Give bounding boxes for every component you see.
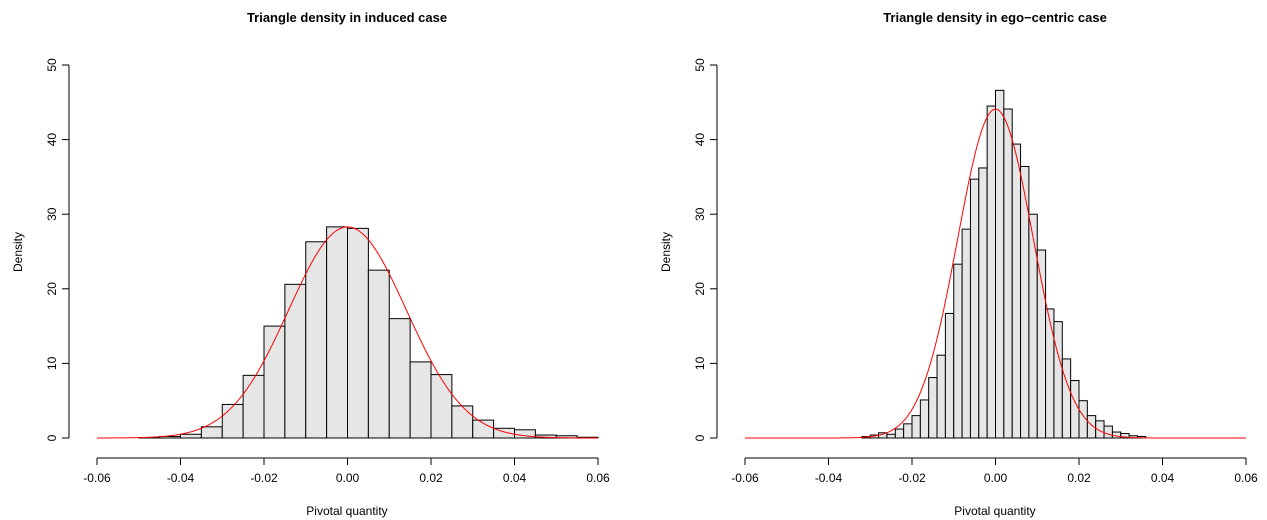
histogram-bar (221, 403, 244, 439)
histogram-bar (367, 269, 390, 439)
histogram-bar (430, 374, 453, 439)
histogram-bar (1011, 143, 1022, 439)
induced-bars (138, 226, 599, 439)
x-tick-label: -0.02 (898, 471, 926, 485)
histogram-bar (995, 89, 1005, 439)
histogram-bar (928, 377, 938, 439)
ego-centric-x-axis-label: Pivotal quantity (954, 504, 1035, 518)
induced-normal-curve (96, 226, 599, 439)
x-tick-label: -0.04 (167, 471, 195, 485)
ego-centric-panel: Triangle density in ego−centric case Piv… (659, 10, 1258, 518)
induced-title: Triangle density in induced case (247, 10, 447, 25)
y-tick-label: 40 (45, 133, 59, 147)
y-tick-label: 30 (45, 207, 59, 221)
x-tick-label: 0.02 (1067, 471, 1091, 485)
histogram-bar (894, 428, 905, 439)
ego-centric-bars (861, 89, 1147, 439)
y-tick-label: 0 (693, 434, 707, 441)
ego-centric-normal-curve (745, 108, 1246, 439)
ego-centric-title: Triangle density in ego−centric case (883, 10, 1107, 25)
histogram-bar (1036, 249, 1047, 439)
histogram-bar (180, 433, 202, 439)
histogram-bar (326, 226, 349, 439)
y-tick-label: 20 (693, 282, 707, 296)
x-tick-label: 0.06 (1234, 471, 1258, 485)
histogram-bar (969, 178, 980, 439)
histogram-bar (284, 283, 307, 439)
y-tick-label: 20 (45, 282, 59, 296)
induced-x-axis: -0.06 -0.04 -0.02 0.00 0.02 0.04 0.06 (83, 457, 610, 485)
x-tick-label: 0.06 (586, 471, 610, 485)
histogram-bar (1070, 380, 1080, 439)
x-tick-label: 0.02 (419, 471, 443, 485)
histogram-bar (1053, 321, 1063, 439)
histogram-bar (986, 105, 997, 439)
y-tick-label: 0 (45, 434, 59, 441)
histogram-bar (1003, 108, 1013, 439)
x-tick-label: -0.04 (815, 471, 843, 485)
y-tick-label: 10 (45, 356, 59, 370)
ego-centric-y-axis-label: Density (659, 232, 673, 272)
induced-y-axis: 0 10 20 30 40 50 (45, 58, 70, 441)
x-tick-label: 0.04 (503, 471, 527, 485)
histogram-bar (1045, 308, 1055, 439)
histogram-bar (936, 354, 946, 439)
histogram-bar (903, 423, 913, 439)
x-tick-label: 0.04 (1151, 471, 1175, 485)
ego-centric-x-axis: -0.06 -0.04 -0.02 0.00 0.02 0.04 0.06 (731, 457, 1258, 485)
histogram-bar (451, 405, 474, 439)
histogram-bar (911, 415, 921, 439)
histogram-bar (409, 361, 432, 439)
x-tick-label: -0.06 (83, 471, 111, 485)
y-tick-label: 50 (693, 58, 707, 72)
x-tick-label: 0.00 (984, 471, 1008, 485)
histogram-bar (200, 426, 223, 439)
histogram-bar (886, 433, 896, 439)
y-tick-label: 30 (693, 207, 707, 221)
histogram-bar (1028, 213, 1038, 439)
histogram-bar (388, 318, 411, 439)
histogram-bar (347, 227, 369, 439)
x-tick-label: 0.00 (336, 471, 360, 485)
histogram-bar (944, 312, 955, 439)
histogram-bar (263, 325, 286, 439)
histogram-bar (953, 263, 963, 439)
ego-centric-y-axis: 0 10 20 30 40 50 (693, 58, 718, 441)
histogram-bar (1103, 425, 1113, 439)
histogram-bar (961, 228, 971, 439)
histogram-bar (1061, 358, 1072, 439)
x-tick-label: -0.02 (250, 471, 278, 485)
induced-panel: Triangle density in induced case Pivotal… (11, 10, 610, 518)
histogram-bar (978, 167, 988, 439)
histogram-bar (242, 374, 265, 439)
y-tick-label: 40 (693, 133, 707, 147)
induced-x-axis-label: Pivotal quantity (306, 504, 387, 518)
induced-y-axis-label: Density (11, 232, 25, 272)
y-tick-label: 10 (693, 356, 707, 370)
histogram-bar (305, 241, 328, 439)
y-tick-label: 50 (45, 58, 59, 72)
histogram-bar (919, 399, 930, 439)
x-tick-label: -0.06 (731, 471, 759, 485)
